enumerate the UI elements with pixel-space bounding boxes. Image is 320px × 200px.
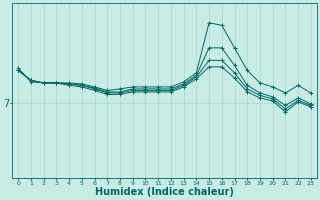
X-axis label: Humidex (Indice chaleur): Humidex (Indice chaleur) <box>95 187 234 197</box>
